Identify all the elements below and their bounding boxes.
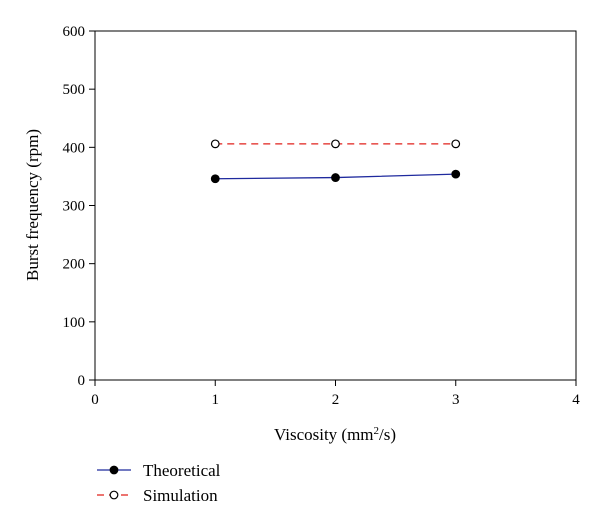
y-tick-label: 500 <box>63 82 86 98</box>
x-axis-ticks: 0 1 2 3 4 <box>91 380 580 408</box>
data-point-simulation <box>210 139 220 149</box>
data-point-theoretical <box>451 169 461 179</box>
y-tick-label: 0 <box>78 373 86 389</box>
legend-marker-simulation <box>109 490 119 500</box>
x-tick-label: 1 <box>212 392 220 408</box>
y-tick-label: 300 <box>63 199 86 215</box>
y-tick-label: 400 <box>63 140 86 156</box>
y-tick-label: 600 <box>63 24 86 40</box>
x-tick-label: 4 <box>572 392 580 408</box>
y-axis-ticks: 0 100 200 300 400 500 600 <box>63 24 95 389</box>
legend-label-simulation: Simulation <box>143 486 218 505</box>
legend-label-theoretical: Theoretical <box>143 461 221 480</box>
x-tick-label: 3 <box>452 392 460 408</box>
data-point-simulation <box>331 139 340 149</box>
x-tick-label: 2 <box>332 392 340 408</box>
plot-frame <box>94 30 577 381</box>
x-axis-label: Viscosity (mm2/s) <box>274 425 396 444</box>
data-point-simulation <box>451 139 461 149</box>
data-point-theoretical <box>210 174 220 184</box>
legend-marker-theoretical <box>109 465 119 475</box>
x-tick-label: 0 <box>91 392 99 408</box>
y-tick-label: 200 <box>63 257 86 273</box>
series-layer <box>210 139 461 184</box>
y-axis-label: Burst frequency (rpm) <box>23 129 42 281</box>
legend: Theoretical Simulation <box>97 461 221 505</box>
y-tick-label: 100 <box>63 315 86 331</box>
data-point-theoretical <box>331 173 340 182</box>
